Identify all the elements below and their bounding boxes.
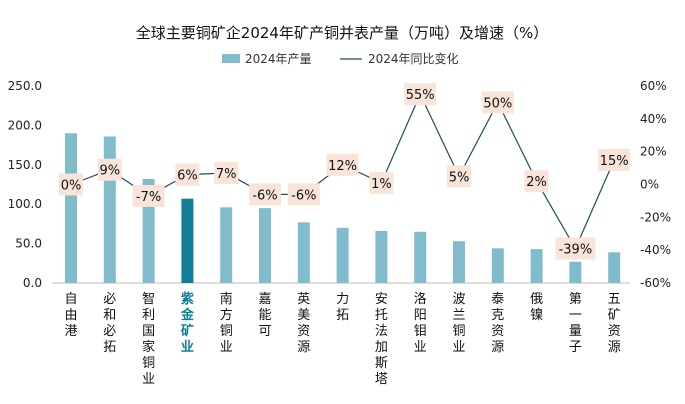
bar: [336, 227, 349, 283]
data-label: 2%: [526, 175, 547, 190]
bar: [103, 136, 116, 283]
right-tick-label: 0%: [640, 178, 659, 192]
data-label-bg: [249, 183, 281, 206]
bar: [181, 198, 194, 283]
right-tick-label: -40%: [640, 243, 671, 257]
data-label-bg: [447, 165, 471, 188]
right-tick-label: 20%: [640, 145, 667, 159]
left-tick-label: 100.0: [8, 197, 42, 211]
left-tick-label: 50.0: [15, 237, 42, 251]
category-labels: 自由港 必和必拓 智利国家铜业 紫金矿业 南方铜业 嘉能可 英美资源 力拓 安托法加斯塔 洛阳钼业…: [64, 291, 620, 387]
data-label: 9%: [99, 164, 120, 179]
data-label-bg: [404, 83, 437, 106]
data-label-bg: [132, 184, 165, 207]
data-label: 1%: [371, 177, 392, 192]
chart-title: 全球主要铜矿企2024年矿产铜并表产量（万吨）及增速（%）: [136, 24, 548, 42]
data-label: -39%: [559, 243, 593, 258]
left-tick-label: 200.0: [8, 118, 42, 132]
category-label: 自由港: [64, 292, 77, 339]
data-label-bg: [555, 237, 596, 260]
bar: [453, 241, 465, 283]
category-label: 安托法加斯塔: [375, 292, 388, 387]
bar: [414, 231, 427, 283]
data-label: 55%: [406, 88, 435, 103]
data-label: 6%: [177, 169, 198, 184]
data-label-bg: [175, 163, 200, 186]
category-label: 洛阳钼业: [414, 292, 427, 355]
right-tick-label: -20%: [640, 210, 671, 224]
right-axis: -60% -40% -20% 0% 20% 40% 60%: [640, 79, 671, 290]
category-label: 紫金矿业: [180, 291, 195, 355]
right-tick-label: 60%: [640, 79, 667, 93]
category-label: 泰克资源: [491, 292, 504, 355]
data-label: 12%: [328, 159, 357, 174]
bar: [569, 261, 582, 283]
bar: [259, 208, 271, 283]
bar: [608, 252, 621, 283]
legend-bar-label: 2024年产量: [245, 52, 312, 66]
legend-bar-swatch: [222, 54, 240, 63]
category-label: 俄镍: [530, 292, 543, 323]
bar: [530, 249, 543, 283]
data-label: 5%: [449, 170, 470, 185]
data-label: -6%: [252, 188, 277, 203]
data-label-bg: [598, 148, 631, 171]
bar: [491, 248, 504, 283]
category-label: 第一量子: [569, 292, 582, 355]
bar: [297, 222, 310, 283]
category-label: 力拓: [336, 292, 349, 323]
data-label: -7%: [136, 190, 161, 205]
legend: 2024年产量 2024年同比变化: [222, 51, 459, 66]
bar: [65, 133, 77, 283]
category-label: 南方铜业: [220, 291, 233, 355]
data-labels: 0% 9% -7% 6% 7% -6% -6% 12% 1% 55% 5% 50% 2% -39% 15%: [59, 83, 631, 260]
data-label-bg: [59, 173, 83, 196]
bar: [375, 230, 388, 283]
data-label-bg: [369, 171, 394, 194]
data-label-bg: [481, 91, 514, 114]
category-label: 智利国家铜业: [142, 292, 155, 387]
data-label: 50%: [483, 96, 512, 111]
category-label: 波兰铜业: [452, 292, 465, 355]
legend-line-label: 2024年同比变化: [368, 51, 459, 66]
data-label-bg: [524, 170, 549, 193]
data-label: -6%: [291, 188, 316, 203]
category-label: 嘉能可: [258, 292, 271, 339]
data-label-bg: [326, 153, 359, 176]
left-tick-label: 0.0: [23, 276, 42, 290]
data-label-bg: [287, 183, 320, 206]
right-tick-label: 40%: [640, 112, 667, 126]
left-axis: 0.0 50.0 100.0 150.0 200.0 250.0: [8, 79, 42, 290]
category-label: 英美资源: [297, 292, 310, 355]
right-tick-label: -60%: [640, 276, 671, 290]
data-label-bg: [97, 158, 122, 181]
data-label-bg: [214, 162, 239, 185]
left-tick-label: 150.0: [8, 158, 42, 172]
data-label: 0%: [61, 179, 82, 194]
left-tick-label: 250.0: [8, 79, 42, 93]
category-label: 必和必拓: [103, 292, 116, 355]
category-label: 五矿资源: [608, 292, 621, 355]
data-label: 7%: [216, 167, 237, 182]
data-label: 15%: [600, 154, 629, 169]
bar: [220, 207, 233, 283]
